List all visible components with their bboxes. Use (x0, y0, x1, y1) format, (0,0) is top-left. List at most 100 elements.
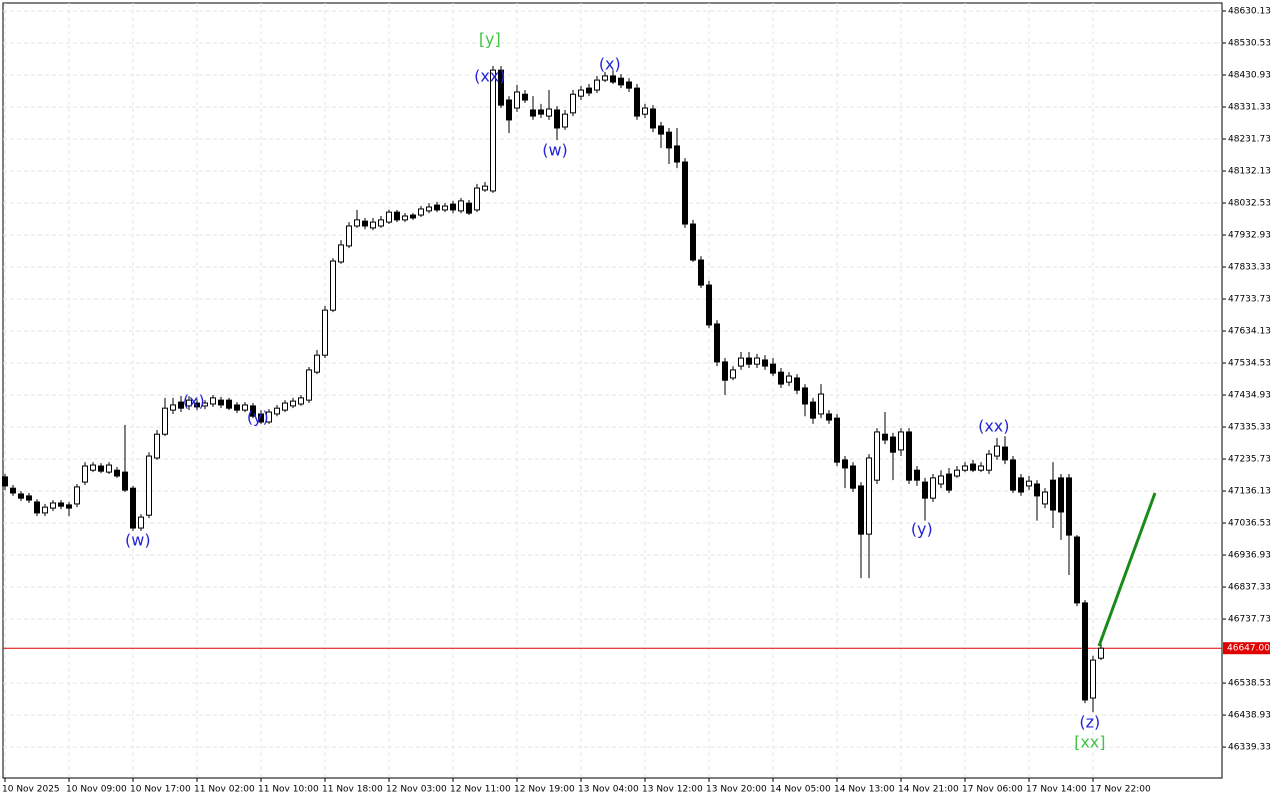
x-tick-label: 12 Nov 19:00 (514, 785, 575, 795)
candle-body (466, 202, 472, 214)
wave-label: (z) (1079, 713, 1100, 732)
x-tick-label: 13 Nov 12:00 (642, 785, 703, 795)
candle-body (266, 411, 272, 423)
wave-label: (y) (911, 519, 933, 538)
candle-body (298, 397, 304, 405)
candle-body (106, 464, 112, 473)
candle-body (906, 431, 912, 481)
wave-label: (w) (125, 530, 151, 549)
candle-body (10, 487, 16, 494)
candle-body (202, 402, 208, 407)
x-tick-label: 14 Nov 05:00 (770, 785, 831, 795)
wave-label: (x) (183, 392, 205, 411)
wave-label: [xx] (1074, 733, 1105, 752)
candle-body (154, 433, 160, 459)
candle-body (634, 87, 640, 117)
candle-body (978, 465, 984, 471)
candle-body (434, 204, 440, 211)
candle-body (986, 453, 992, 471)
candle-body (546, 108, 552, 117)
x-tick-label: 14 Nov 13:00 (834, 785, 895, 795)
candle-body (410, 214, 416, 219)
y-tick-label: 46737.73 (1228, 615, 1271, 625)
candle-body (1058, 477, 1064, 513)
wave-label: (xx) (474, 66, 505, 85)
candle-body (786, 375, 792, 383)
candle-body (122, 471, 128, 491)
candle-body (754, 357, 760, 365)
candle-body (818, 393, 824, 415)
candle-body (506, 99, 512, 121)
x-tick-label: 13 Nov 20:00 (706, 785, 767, 795)
y-tick-label: 47136.13 (1228, 487, 1271, 497)
x-tick-label: 17 Nov 14:00 (1026, 785, 1087, 795)
candle-body (1050, 479, 1056, 511)
x-tick-label: 11 Nov 10:00 (258, 785, 319, 795)
candle-body (394, 211, 400, 221)
candle-body (690, 223, 696, 261)
candle-body (1074, 536, 1080, 604)
plot-frame (2, 2, 1223, 779)
candle-body (130, 487, 136, 529)
candle-body (954, 469, 960, 477)
candle-body (1026, 480, 1032, 487)
x-tick-label: 10 Nov 2025 (2, 785, 60, 795)
candle-body (530, 109, 536, 117)
candle-body (730, 369, 736, 379)
candle-body (594, 79, 600, 91)
candle-body (578, 89, 584, 97)
candle-body (322, 309, 328, 356)
candle-body (858, 485, 864, 535)
candle-body (114, 469, 120, 477)
candle-body (938, 475, 944, 485)
candle-body (482, 185, 488, 191)
x-tick-label: 13 Nov 04:00 (578, 785, 639, 795)
candle-body (82, 465, 88, 483)
x-tick-label: 12 Nov 11:00 (450, 785, 511, 795)
candle-body (162, 407, 168, 435)
candle-body (570, 93, 576, 114)
candle-body (970, 463, 976, 471)
candle-body (610, 75, 616, 83)
candle-body (802, 387, 808, 405)
candle-body (146, 455, 152, 516)
candle-body (306, 369, 312, 401)
y-tick-label: 48430.93 (1228, 70, 1271, 80)
y-tick-label: 47833.33 (1228, 263, 1271, 273)
y-tick-label: 48630.13 (1228, 6, 1271, 16)
candle-body (346, 225, 352, 247)
candle-body (242, 404, 248, 411)
candle-body (1010, 459, 1016, 491)
y-tick-label: 48032.53 (1228, 198, 1271, 208)
x-tick-label: 11 Nov 18:00 (322, 785, 383, 795)
candle-body (1002, 446, 1008, 461)
candle-body (866, 457, 872, 535)
candle-body (274, 407, 280, 415)
candle-body (442, 205, 448, 211)
candle-body (98, 465, 104, 472)
wave-label: (y) (247, 408, 269, 427)
candle-body (994, 445, 1000, 457)
x-tick-label: 10 Nov 09:00 (66, 785, 127, 795)
candle-body (602, 75, 608, 81)
candle-body (1082, 602, 1088, 701)
y-tick-label: 47733.73 (1228, 295, 1271, 305)
candle-body (882, 433, 888, 441)
candle-body (618, 77, 624, 86)
x-tick-label: 11 Nov 02:00 (194, 785, 255, 795)
candle-body (290, 400, 296, 407)
candle-body (1018, 477, 1024, 493)
candle-body (34, 501, 40, 514)
candle-body (1034, 483, 1040, 497)
candle-body (914, 469, 920, 481)
candle-body (826, 413, 832, 421)
candle-body (1066, 477, 1072, 536)
y-tick-label: 47932.93 (1228, 230, 1271, 240)
candle-body (722, 361, 728, 381)
candle-body (746, 357, 752, 365)
wave-label: [y] (479, 29, 501, 48)
candle-body (474, 187, 480, 211)
candle-body (370, 221, 376, 229)
candle-body (418, 208, 424, 216)
candle-body (738, 357, 744, 367)
